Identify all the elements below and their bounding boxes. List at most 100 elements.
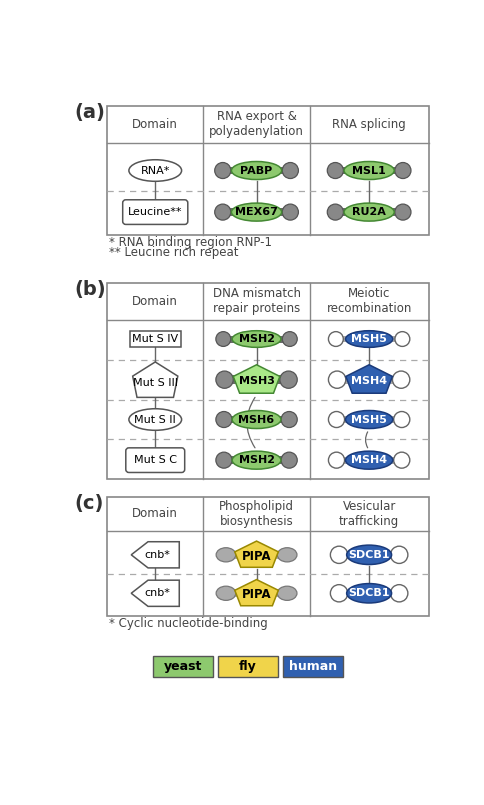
Ellipse shape xyxy=(346,331,393,347)
Text: MSH4: MSH4 xyxy=(351,455,387,465)
Ellipse shape xyxy=(347,545,392,564)
Text: (c): (c) xyxy=(75,494,104,514)
Ellipse shape xyxy=(282,163,299,179)
Ellipse shape xyxy=(216,547,236,562)
Circle shape xyxy=(391,546,408,564)
Ellipse shape xyxy=(216,452,232,469)
Circle shape xyxy=(329,371,346,388)
Text: PIPA: PIPA xyxy=(242,588,272,601)
Circle shape xyxy=(393,371,410,388)
Ellipse shape xyxy=(231,162,282,180)
Ellipse shape xyxy=(281,452,297,469)
Text: MSH3: MSH3 xyxy=(239,376,274,386)
Ellipse shape xyxy=(346,451,393,469)
Ellipse shape xyxy=(129,409,182,431)
Text: Mut S IV: Mut S IV xyxy=(132,334,178,344)
Polygon shape xyxy=(233,365,280,393)
Ellipse shape xyxy=(280,371,297,388)
Text: PIPA: PIPA xyxy=(242,550,272,563)
Text: Phospholipid
biosynthesis: Phospholipid biosynthesis xyxy=(219,500,294,528)
Circle shape xyxy=(393,411,410,427)
FancyBboxPatch shape xyxy=(226,551,287,559)
FancyBboxPatch shape xyxy=(107,497,429,617)
Ellipse shape xyxy=(395,163,411,179)
Polygon shape xyxy=(131,580,179,606)
Ellipse shape xyxy=(277,547,297,562)
Ellipse shape xyxy=(344,162,394,180)
Ellipse shape xyxy=(215,163,231,179)
Text: cnb*: cnb* xyxy=(145,550,170,559)
Text: * Cyclic nucleotide-binding: * Cyclic nucleotide-binding xyxy=(108,617,267,630)
Text: ** Leucine rich repeat: ** Leucine rich repeat xyxy=(108,246,238,259)
FancyBboxPatch shape xyxy=(224,456,289,464)
Text: human: human xyxy=(289,660,337,673)
Circle shape xyxy=(329,332,343,346)
Text: Meiotic
recombination: Meiotic recombination xyxy=(326,287,412,316)
Text: (b): (b) xyxy=(75,280,106,299)
Text: MSH4: MSH4 xyxy=(351,376,387,386)
Ellipse shape xyxy=(282,204,299,220)
Text: RU2A: RU2A xyxy=(352,207,386,217)
Text: PABP: PABP xyxy=(241,166,272,175)
FancyBboxPatch shape xyxy=(107,283,429,479)
Circle shape xyxy=(329,452,345,469)
Text: Mut S III: Mut S III xyxy=(133,378,178,388)
Text: Mut S II: Mut S II xyxy=(135,415,176,424)
FancyBboxPatch shape xyxy=(224,415,289,423)
Text: (a): (a) xyxy=(75,103,106,122)
Ellipse shape xyxy=(216,371,233,388)
FancyBboxPatch shape xyxy=(126,448,185,473)
FancyBboxPatch shape xyxy=(130,331,181,348)
Ellipse shape xyxy=(215,204,231,220)
Text: Domain: Domain xyxy=(132,295,178,308)
Circle shape xyxy=(391,584,408,602)
FancyBboxPatch shape xyxy=(226,589,287,597)
FancyBboxPatch shape xyxy=(107,105,429,235)
Text: DNA mismatch
repair proteins: DNA mismatch repair proteins xyxy=(212,287,301,316)
FancyBboxPatch shape xyxy=(335,208,403,216)
FancyBboxPatch shape xyxy=(337,376,401,384)
Circle shape xyxy=(331,584,348,602)
FancyBboxPatch shape xyxy=(223,167,290,175)
Ellipse shape xyxy=(232,451,281,469)
Polygon shape xyxy=(133,362,178,398)
Ellipse shape xyxy=(216,411,232,427)
Polygon shape xyxy=(235,580,278,605)
Ellipse shape xyxy=(216,332,231,346)
Ellipse shape xyxy=(346,411,393,428)
Text: SDCB1: SDCB1 xyxy=(348,550,390,559)
Polygon shape xyxy=(131,542,179,568)
Text: Domain: Domain xyxy=(132,118,178,131)
Polygon shape xyxy=(235,541,278,568)
Ellipse shape xyxy=(216,586,236,601)
Ellipse shape xyxy=(277,586,297,601)
Ellipse shape xyxy=(129,159,182,181)
Text: cnb*: cnb* xyxy=(145,588,170,598)
Ellipse shape xyxy=(281,411,297,427)
FancyBboxPatch shape xyxy=(283,655,343,677)
Text: MSH2: MSH2 xyxy=(239,455,274,465)
FancyBboxPatch shape xyxy=(223,336,290,343)
Text: MSH5: MSH5 xyxy=(351,334,387,344)
Ellipse shape xyxy=(344,203,394,221)
FancyBboxPatch shape xyxy=(336,456,402,464)
FancyBboxPatch shape xyxy=(218,655,278,677)
Text: Domain: Domain xyxy=(132,507,178,521)
Ellipse shape xyxy=(327,163,343,179)
FancyBboxPatch shape xyxy=(225,375,288,384)
Text: Vesicular
trafficking: Vesicular trafficking xyxy=(339,500,399,528)
FancyBboxPatch shape xyxy=(223,208,290,216)
Ellipse shape xyxy=(231,203,282,221)
FancyBboxPatch shape xyxy=(335,167,403,175)
Text: RNA*: RNA* xyxy=(140,166,170,175)
FancyBboxPatch shape xyxy=(339,551,399,559)
Text: MSH5: MSH5 xyxy=(351,415,387,424)
Ellipse shape xyxy=(395,204,411,220)
FancyBboxPatch shape xyxy=(339,589,399,597)
Text: * RNA binding region RNP-1: * RNA binding region RNP-1 xyxy=(108,236,272,249)
Ellipse shape xyxy=(347,584,392,603)
FancyBboxPatch shape xyxy=(153,655,213,677)
FancyBboxPatch shape xyxy=(336,336,402,342)
Ellipse shape xyxy=(232,411,281,428)
Circle shape xyxy=(395,332,410,346)
